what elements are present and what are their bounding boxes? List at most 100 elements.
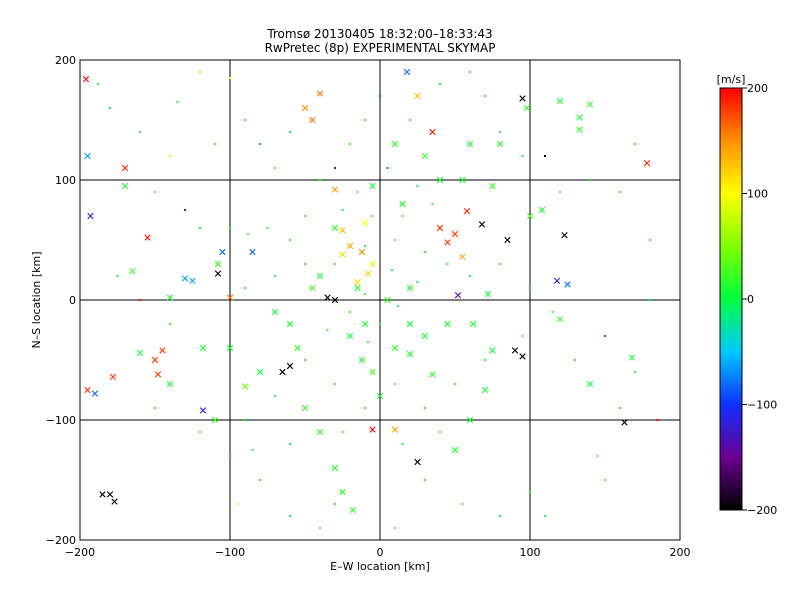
data-point-cross	[214, 260, 222, 268]
data-point-cross	[628, 354, 636, 361]
data-point-cross	[82, 76, 90, 83]
y-tick-label: 200	[55, 54, 76, 67]
data-point-cross	[463, 208, 471, 215]
data-point-cross	[469, 320, 477, 328]
data-point-dot	[319, 179, 321, 181]
data-point-cross	[324, 294, 331, 301]
data-point-dot	[334, 263, 336, 265]
data-point-dot	[469, 275, 471, 277]
data-point-cross	[406, 350, 414, 358]
data-point-dot	[656, 419, 659, 421]
data-point-dot	[334, 167, 336, 169]
data-point-cross	[211, 416, 219, 424]
data-point-dot	[154, 191, 156, 193]
data-point-dot	[229, 227, 231, 229]
colorbar-tick-label: 100	[747, 188, 768, 201]
data-point-cross	[346, 332, 354, 340]
data-point-dot	[367, 341, 369, 343]
data-point-cross	[369, 260, 376, 268]
data-point-dot	[341, 209, 344, 211]
data-point-cross	[621, 419, 628, 426]
data-point-cross	[538, 206, 546, 214]
data-point-cross	[459, 176, 466, 184]
data-point-cross	[331, 464, 339, 472]
data-point-cross	[466, 140, 474, 148]
data-point-cross	[109, 373, 117, 380]
data-point-cross	[241, 383, 249, 390]
data-point-dot	[326, 329, 329, 331]
data-point-cross	[361, 320, 369, 328]
data-point-cross	[414, 92, 421, 100]
y-tick-label: 0	[69, 294, 76, 307]
y-tick-label: −100	[46, 414, 76, 427]
data-point-cross	[576, 114, 583, 121]
data-point-dot	[619, 191, 621, 193]
data-point-cross	[301, 404, 309, 412]
data-point-cross	[561, 232, 568, 239]
data-point-cross	[316, 90, 324, 97]
data-point-cross	[451, 230, 459, 238]
data-point-dot	[289, 131, 291, 133]
data-point-cross	[166, 380, 174, 388]
x-tick-label: 0	[377, 546, 384, 559]
data-point-cross	[489, 182, 496, 190]
data-point-cross	[154, 371, 162, 378]
data-point-cross	[354, 278, 361, 286]
data-point-cross	[391, 344, 399, 352]
data-point-cross	[429, 371, 436, 378]
data-point-cross	[478, 221, 486, 228]
data-point-dot	[266, 227, 269, 229]
data-point-dot	[334, 383, 336, 385]
data-point-dot	[391, 269, 393, 271]
data-point-cross	[339, 227, 346, 234]
colorbar-ticks: 200 100 0 −100 −200	[742, 82, 777, 517]
data-point-cross	[226, 294, 234, 301]
x-axis-label: E–W location [km]	[330, 560, 430, 573]
y-tick-label: 100	[55, 174, 76, 187]
data-point-dot	[461, 503, 464, 505]
data-point-dot	[109, 107, 111, 109]
data-point-dot	[619, 407, 621, 409]
data-point-dot	[634, 143, 636, 145]
data-point-dot	[304, 359, 306, 361]
data-point-cross	[316, 272, 324, 280]
data-point-cross	[421, 332, 429, 340]
data-point-dot	[236, 503, 239, 505]
data-point-dot	[596, 455, 599, 457]
data-point-dot	[244, 419, 246, 421]
data-point-dot	[244, 287, 246, 289]
data-point-dot	[397, 305, 399, 307]
data-point-cross	[369, 182, 376, 190]
data-point-dot	[214, 143, 216, 145]
data-point-cross	[354, 284, 361, 292]
data-point-dot	[199, 227, 201, 229]
data-point-cross	[166, 294, 174, 301]
data-point-cross	[316, 428, 324, 436]
data-point-cross	[129, 268, 136, 275]
data-point-dot	[394, 239, 396, 241]
data-point-dot	[229, 455, 231, 457]
data-point-cross	[181, 275, 189, 282]
data-point-dot	[484, 95, 486, 97]
data-point-cross	[121, 182, 129, 190]
data-point-cross	[309, 284, 316, 292]
data-point-cross	[286, 320, 294, 328]
data-point-dot	[589, 179, 591, 181]
data-point-dot	[274, 275, 276, 277]
colorbar-tick-label: −200	[747, 504, 777, 517]
data-point-cross	[436, 224, 444, 232]
data-point-dot	[97, 83, 99, 85]
data-point-cross	[466, 416, 474, 424]
data-point-dot	[544, 155, 546, 157]
data-point-cross	[111, 498, 118, 505]
data-point-dot	[379, 95, 381, 97]
data-point-dot	[416, 185, 419, 187]
data-point-dot	[199, 431, 201, 433]
data-point-cross	[199, 407, 207, 414]
data-point-cross	[84, 152, 91, 160]
data-point-cross	[226, 344, 234, 352]
data-point-dot	[154, 407, 156, 409]
data-point-dot	[499, 515, 501, 517]
x-tick-label: −100	[215, 546, 245, 559]
data-point-dot	[484, 359, 486, 361]
